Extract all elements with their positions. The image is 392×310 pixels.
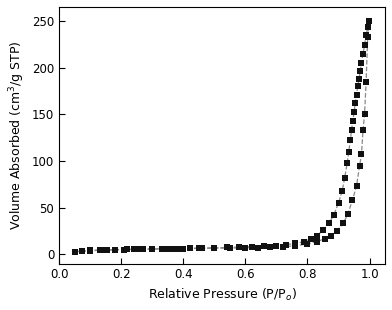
Point bbox=[350, 118, 356, 123]
Point bbox=[301, 239, 307, 244]
Point bbox=[104, 248, 111, 253]
Point bbox=[292, 243, 298, 248]
Point bbox=[353, 184, 359, 188]
Point bbox=[87, 248, 93, 253]
Point bbox=[363, 33, 369, 38]
Point bbox=[72, 249, 78, 254]
Point bbox=[140, 247, 146, 252]
Point bbox=[96, 248, 103, 253]
Point bbox=[307, 236, 314, 241]
Point bbox=[366, 19, 372, 24]
Point bbox=[360, 128, 366, 133]
Point bbox=[320, 228, 326, 233]
Point bbox=[358, 152, 365, 157]
Point bbox=[365, 34, 371, 39]
Point bbox=[79, 248, 85, 253]
Point bbox=[149, 246, 156, 251]
Point bbox=[292, 241, 298, 246]
Point bbox=[314, 233, 320, 238]
Point bbox=[162, 246, 168, 251]
Point bbox=[357, 69, 363, 74]
Point bbox=[365, 25, 371, 30]
Point bbox=[124, 247, 131, 252]
Point bbox=[349, 197, 356, 202]
Point bbox=[351, 110, 357, 115]
Point bbox=[328, 233, 334, 238]
Point bbox=[267, 245, 273, 250]
Point bbox=[87, 248, 93, 253]
Point bbox=[180, 246, 187, 251]
Point bbox=[321, 236, 328, 241]
Point bbox=[79, 249, 85, 254]
Point bbox=[356, 76, 362, 81]
Point bbox=[112, 247, 118, 252]
Point bbox=[353, 92, 359, 97]
Point bbox=[360, 51, 366, 56]
Point bbox=[356, 163, 363, 168]
Point bbox=[345, 212, 351, 217]
Point bbox=[261, 244, 267, 249]
Point bbox=[358, 60, 365, 65]
Point bbox=[224, 245, 230, 250]
Point bbox=[168, 246, 174, 251]
X-axis label: Relative Pressure (P/P$_o$): Relative Pressure (P/P$_o$) bbox=[148, 287, 297, 303]
Point bbox=[199, 246, 205, 250]
Point bbox=[361, 112, 368, 117]
Point bbox=[174, 246, 180, 251]
Point bbox=[196, 246, 202, 251]
Point bbox=[348, 128, 355, 133]
Point bbox=[347, 138, 354, 143]
Y-axis label: Volume Absorbed (cm$^3$/g STP): Volume Absorbed (cm$^3$/g STP) bbox=[7, 40, 27, 230]
Point bbox=[211, 245, 218, 250]
Point bbox=[366, 19, 372, 24]
Point bbox=[363, 79, 369, 84]
Point bbox=[325, 221, 332, 226]
Point bbox=[121, 247, 127, 252]
Point bbox=[255, 245, 261, 250]
Point bbox=[279, 244, 286, 249]
Point bbox=[227, 246, 233, 250]
Point bbox=[242, 246, 249, 250]
Point bbox=[283, 242, 289, 247]
Point bbox=[211, 246, 218, 251]
Point bbox=[336, 200, 342, 205]
Point bbox=[346, 149, 352, 154]
Point bbox=[149, 246, 156, 251]
Point bbox=[273, 243, 279, 248]
Point bbox=[355, 84, 361, 89]
Point bbox=[344, 160, 350, 165]
Point bbox=[236, 245, 242, 250]
Point bbox=[158, 246, 165, 251]
Point bbox=[334, 228, 340, 233]
Point bbox=[131, 247, 137, 252]
Point bbox=[249, 244, 255, 249]
Point bbox=[304, 241, 310, 246]
Point bbox=[72, 250, 78, 255]
Point bbox=[137, 246, 143, 251]
Point bbox=[187, 246, 193, 251]
Point bbox=[112, 247, 118, 252]
Point bbox=[331, 213, 337, 218]
Point bbox=[339, 188, 345, 193]
Point bbox=[361, 43, 368, 48]
Point bbox=[340, 221, 346, 226]
Point bbox=[352, 100, 358, 105]
Point bbox=[341, 175, 348, 180]
Point bbox=[314, 239, 320, 244]
Point bbox=[100, 247, 106, 252]
